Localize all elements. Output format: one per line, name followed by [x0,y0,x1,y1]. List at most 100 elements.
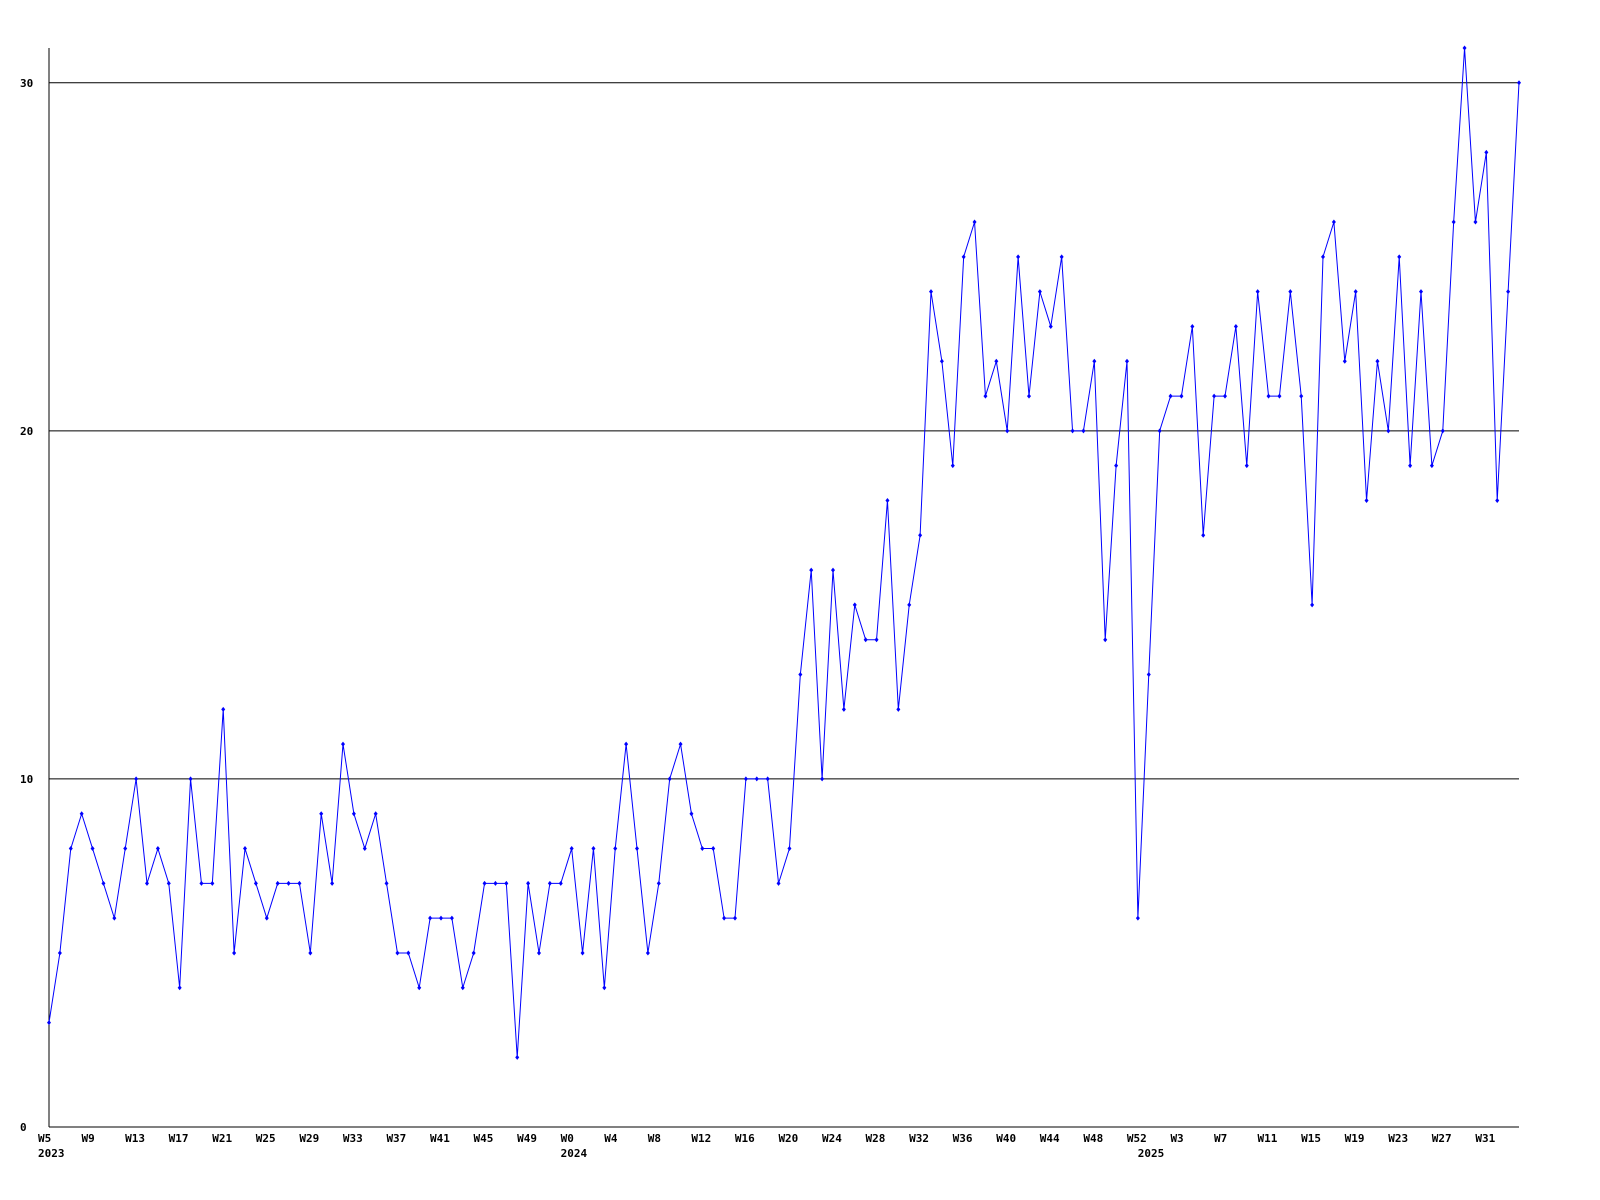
data-point [471,950,476,956]
data-point [1168,393,1173,399]
data-point [743,776,748,782]
data-point [656,880,661,886]
data-point [1266,393,1271,399]
data-point [624,741,629,747]
x-tick-label: W33 [343,1132,363,1145]
data-point [602,985,607,991]
data-point [1397,254,1402,260]
x-tick-label: W7 [1214,1132,1227,1145]
data-point [243,846,247,852]
data-point [482,880,487,886]
data-point [145,880,149,886]
data-point [787,846,792,852]
data-point [362,846,367,852]
data-point [591,846,596,852]
data-point [841,706,846,712]
data-point [1223,393,1227,399]
data-point [733,915,737,921]
data-point [395,950,400,956]
data-point [428,915,433,921]
data-point [253,880,258,886]
data-point [79,811,84,817]
data-point [330,880,335,886]
data-point [384,880,389,886]
x-year-label: 2025 [1138,1147,1165,1160]
data-point [711,846,716,852]
data-point [1495,497,1500,503]
x-tick-label: W13 [125,1132,145,1145]
data-point [166,880,171,886]
data-point [1201,532,1206,538]
data-point [994,358,999,364]
data-point [1429,463,1434,469]
x-tick-label: W8 [648,1132,661,1145]
y-tick-label: 0 [20,1121,27,1134]
data-point [177,985,182,991]
x-tick-label: W17 [169,1132,189,1145]
data-point [558,880,563,886]
data-point [297,880,302,886]
data-point [765,776,770,782]
data-point [983,393,988,399]
x-tick-label: W4 [604,1132,618,1145]
data-point [1506,289,1511,295]
data-point [939,358,944,364]
data-point [123,846,128,852]
data-point [776,880,781,886]
y-tick-label: 20 [20,425,33,438]
data-point [417,985,422,991]
x-tick-label: W48 [1083,1132,1103,1145]
x-year-label: 2023 [38,1147,65,1160]
x-tick-label: W44 [1040,1132,1060,1145]
data-point [1070,428,1075,434]
x-tick-label: W49 [517,1132,537,1145]
data-point [1321,254,1325,260]
data-point [1059,254,1064,260]
data-point [722,915,727,921]
data-point [1473,219,1478,225]
data-point [439,915,443,921]
data-point [896,706,901,712]
data-point [1157,428,1162,434]
data-point [351,811,356,817]
x-tick-label: W21 [212,1132,232,1145]
data-point [493,880,498,886]
data-point [1005,428,1010,434]
data-point [47,1020,51,1026]
data-point [754,776,759,782]
data-point [68,846,73,852]
data-point [1299,393,1304,399]
data-point [1212,393,1217,399]
data-point [1103,637,1108,643]
data-point [275,880,280,886]
data-point [210,880,215,886]
data-point [341,741,345,747]
data-point [1233,323,1238,329]
data-point [798,672,803,678]
data-point [504,880,509,886]
data-point [580,950,585,956]
x-tick-label: W9 [82,1132,95,1145]
data-point [667,776,672,782]
data-point [820,776,825,782]
data-point [885,497,890,503]
data-point [645,950,650,956]
data-point [1364,497,1369,503]
data-point [678,741,683,747]
data-point [537,950,541,956]
data-point [972,219,977,225]
x-year-label: 2024 [561,1147,588,1160]
data-point [569,846,574,852]
data-point [1135,915,1140,921]
data-point [232,950,237,956]
data-point [199,880,204,886]
data-point [1037,289,1042,295]
x-tick-label: W3 [1170,1132,1183,1145]
data-point [449,915,454,921]
data-point [1027,393,1031,399]
data-point [874,637,879,643]
data-point [700,846,705,852]
x-tick-label: W12 [691,1132,711,1145]
x-tick-label: W27 [1432,1132,1452,1145]
